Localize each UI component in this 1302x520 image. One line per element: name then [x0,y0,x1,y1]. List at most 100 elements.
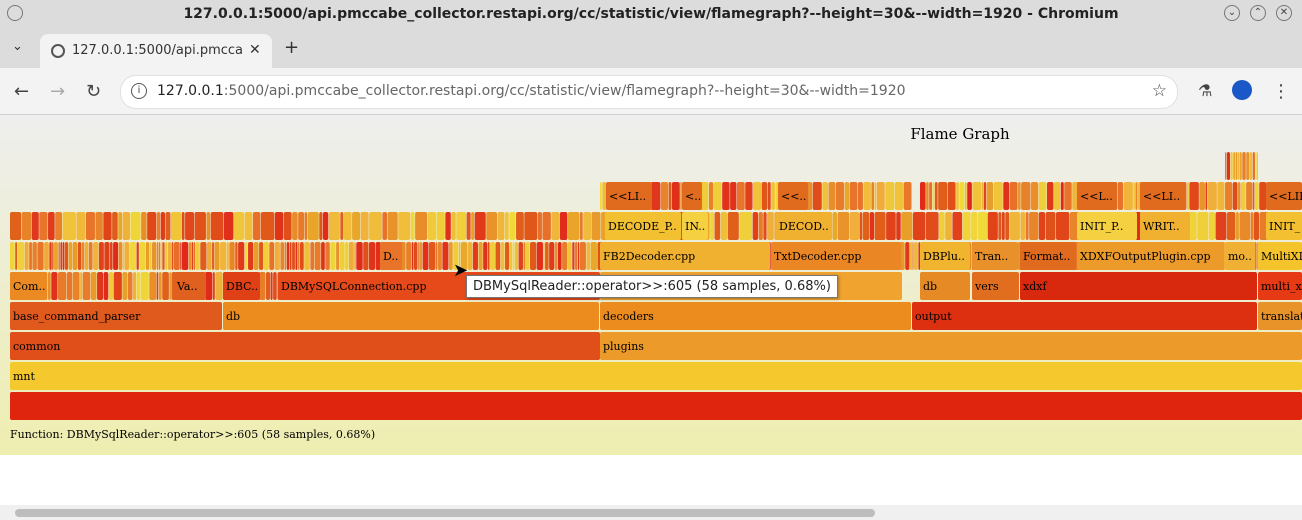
frame-translato[interactable] [1258,302,1302,330]
small-frame[interactable] [720,212,728,240]
small-frame[interactable] [1060,182,1064,210]
url-text[interactable]: 127.0.0.1:5000/api.pmccabe_collector.res… [157,83,906,99]
small-frame[interactable] [194,212,206,240]
small-frame[interactable] [167,242,172,270]
small-frame[interactable] [1246,182,1253,210]
small-frame[interactable] [474,212,486,240]
small-frame[interactable] [417,242,419,270]
frame-db[interactable] [223,302,599,330]
small-frame[interactable] [297,242,300,270]
small-frame[interactable] [885,182,895,210]
maximize-icon[interactable]: ⌃ [1250,5,1266,21]
small-frame[interactable] [1005,212,1010,240]
small-frame[interactable] [62,242,65,270]
small-frame[interactable] [162,272,169,300]
small-frame[interactable] [90,272,97,300]
small-frame[interactable] [730,182,737,210]
small-frame[interactable] [273,272,277,300]
small-frame[interactable] [945,212,952,240]
small-frame[interactable] [112,212,118,240]
small-frame[interactable] [525,242,530,270]
small-frame[interactable] [575,242,578,270]
small-frame[interactable] [1135,182,1138,210]
small-frame[interactable] [1217,182,1225,210]
small-frame[interactable] [1235,212,1239,240]
small-frame[interactable] [31,212,39,240]
labs-flask-icon[interactable]: ⚗ [1198,81,1213,100]
small-frame[interactable] [132,272,137,300]
small-frame[interactable] [321,242,325,270]
small-frame[interactable] [1046,182,1054,210]
small-frame[interactable] [758,212,763,240]
small-frame[interactable] [939,212,945,240]
small-frame[interactable] [736,182,745,210]
small-frame[interactable] [88,242,93,270]
small-frame[interactable] [863,182,871,210]
small-frame[interactable] [382,212,388,240]
small-frame[interactable] [445,212,451,240]
small-frame[interactable] [214,242,220,270]
small-frame[interactable] [1246,152,1250,180]
small-frame[interactable] [258,272,266,300]
small-frame[interactable] [130,212,141,240]
small-frame[interactable] [680,182,682,210]
small-frame[interactable] [1225,182,1233,210]
frame-db2[interactable] [920,272,970,300]
small-frame[interactable] [727,212,739,240]
small-frame[interactable] [169,272,171,300]
small-frame[interactable] [304,212,308,240]
frame-common[interactable] [10,332,600,360]
small-frame[interactable] [24,242,29,270]
small-frame[interactable] [62,212,76,240]
small-frame[interactable] [1207,182,1217,210]
small-frame[interactable] [987,212,998,240]
small-frame[interactable] [360,212,369,240]
small-frame[interactable] [77,242,82,270]
small-frame[interactable] [427,212,437,240]
small-frame[interactable] [554,242,558,270]
small-frame[interactable] [280,242,284,270]
small-frame[interactable] [857,182,863,210]
small-frame[interactable] [200,242,207,270]
small-frame[interactable] [81,242,85,270]
small-frame[interactable] [223,212,234,240]
small-frame[interactable] [49,242,52,270]
small-frame[interactable] [1242,152,1246,180]
frame-mnt[interactable] [10,362,1302,390]
small-frame[interactable] [145,242,150,270]
small-frame[interactable] [44,242,49,270]
small-frame[interactable] [1235,152,1238,180]
small-frame[interactable] [398,212,411,240]
small-frame[interactable] [345,242,349,270]
new-tab-icon[interactable]: + [284,37,300,58]
close-tab-icon[interactable]: ✕ [249,42,261,58]
frame-multix[interactable] [1258,242,1302,270]
small-frame[interactable] [458,242,461,270]
small-frame[interactable] [926,182,929,210]
small-frame[interactable] [1230,152,1233,180]
small-frame[interactable] [95,212,103,240]
small-frame[interactable] [60,242,63,270]
small-frame[interactable] [1009,182,1018,210]
small-frame[interactable] [567,212,580,240]
small-frame[interactable] [1038,182,1047,210]
frame-writ[interactable] [1140,212,1190,240]
small-frame[interactable] [1259,182,1267,210]
small-frame[interactable] [387,212,398,240]
small-frame[interactable] [191,242,194,270]
small-frame[interactable] [29,242,32,270]
small-frame[interactable] [767,182,771,210]
small-frame[interactable] [310,242,315,270]
small-frame[interactable] [722,182,730,210]
small-frame[interactable] [1064,182,1072,210]
frame-lt1[interactable] [682,182,702,210]
small-frame[interactable] [375,242,381,270]
small-frame[interactable] [160,242,162,270]
small-frame[interactable] [93,242,99,270]
frame-vers[interactable] [972,272,1019,300]
small-frame[interactable] [212,242,214,270]
small-frame[interactable] [339,242,345,270]
small-frame[interactable] [577,242,580,270]
small-frame[interactable] [363,242,369,270]
small-frame[interactable] [253,242,259,270]
